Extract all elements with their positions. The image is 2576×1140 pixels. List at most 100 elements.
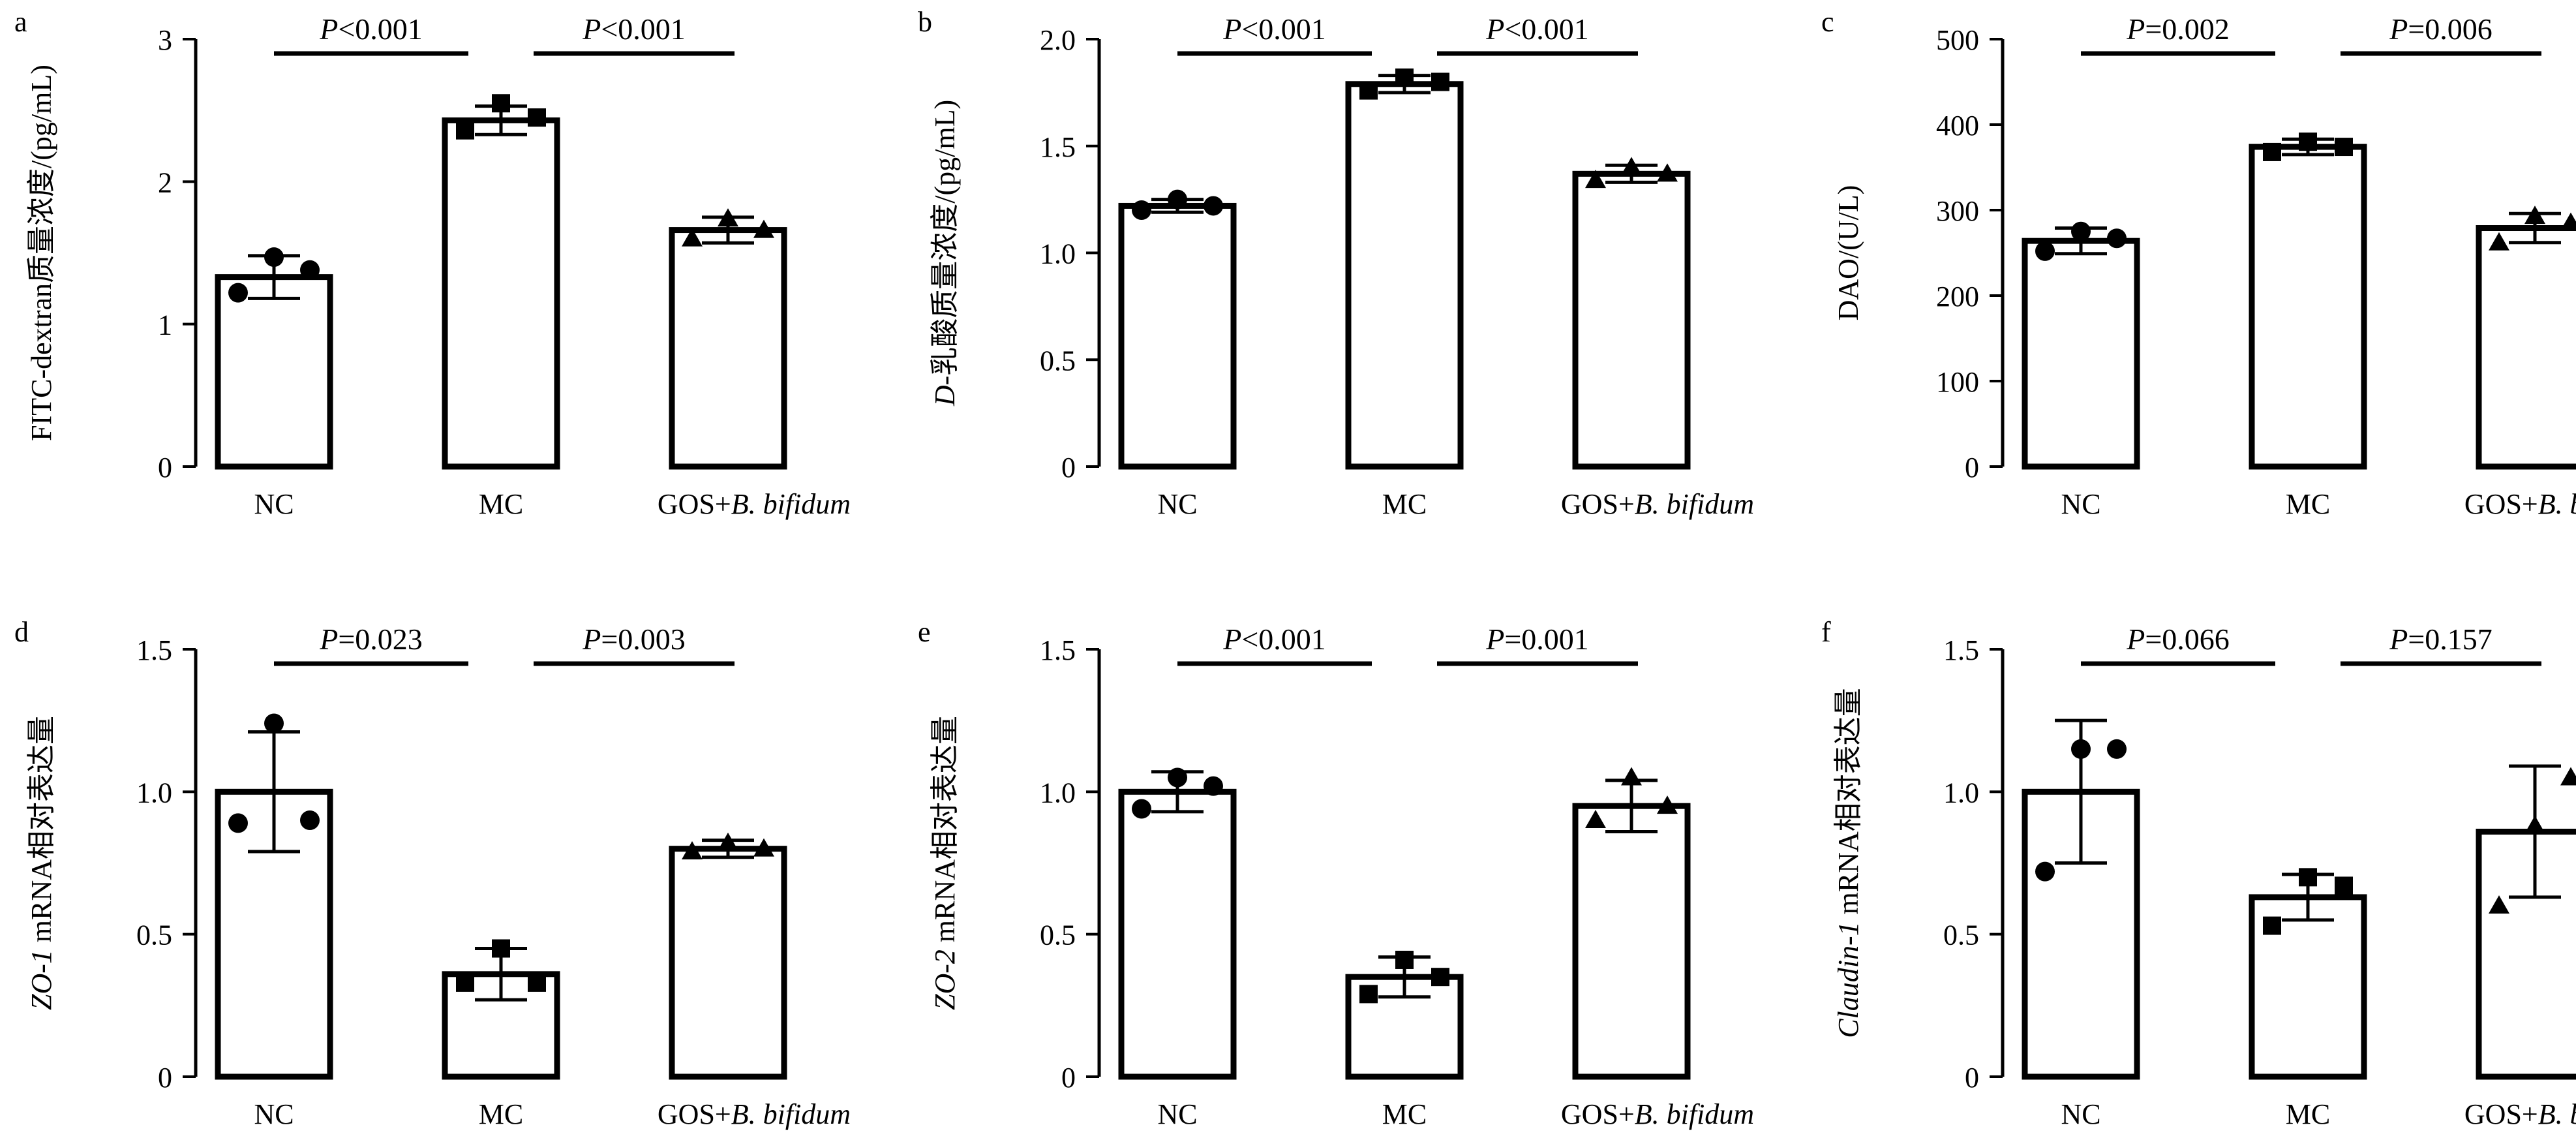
- bar: [1572, 170, 1691, 470]
- y-tick-label: 1.5: [1943, 634, 1979, 666]
- data-point: [753, 838, 774, 857]
- panel-c: c 0 100 200 300 400 500 DAO/(U/L) NC MC GOS+B. bif…: [1821, 6, 2576, 520]
- data-point: [1204, 196, 1223, 216]
- p-value-label: P=0.157: [2389, 623, 2493, 656]
- panel-label: c: [1821, 6, 1834, 38]
- x-tick-label: NC: [254, 1098, 294, 1130]
- data-point: [2524, 815, 2545, 834]
- data-point: [300, 810, 320, 830]
- data-point: [528, 108, 546, 127]
- y-tick-label: 1.5: [136, 634, 172, 666]
- data-point: [2489, 895, 2509, 914]
- p-value-label: P<0.001: [1222, 12, 1326, 46]
- panel-label: f: [1821, 616, 1831, 648]
- data-point: [1168, 767, 1187, 788]
- y-tick-label: 0: [1965, 1062, 1979, 1094]
- y-axis-label: D-乳酸质量浓度/(pg/mL): [929, 100, 961, 407]
- data-point: [2560, 212, 2576, 231]
- y-tick-label: 1: [158, 309, 172, 341]
- data-point: [753, 219, 774, 238]
- bar: [1572, 803, 1691, 1080]
- data-point: [228, 283, 248, 303]
- data-point: [1132, 200, 1151, 220]
- x-tick-label: GOS+B. bifidum: [1561, 488, 1754, 520]
- y-tick-label: 100: [1936, 366, 1979, 398]
- data-point: [1431, 968, 1449, 987]
- data-point: [1395, 68, 1414, 87]
- data-point: [264, 713, 284, 733]
- data-point: [1132, 799, 1151, 819]
- panel-label: d: [14, 616, 29, 648]
- data-point: [1395, 950, 1414, 969]
- data-point: [264, 247, 284, 268]
- y-tick-label: 0: [1061, 1062, 1076, 1094]
- data-point: [1359, 81, 1378, 100]
- bar: [669, 846, 787, 1080]
- data-point: [2263, 916, 2281, 935]
- panel-e: e 0 0.5 1.0 1.5 ZO-2 mRNA相对表达量 NC MC GOS+B. bifi…: [918, 616, 1754, 1130]
- data-point: [2489, 232, 2509, 251]
- x-tick-label: NC: [254, 488, 294, 520]
- data-point: [2071, 739, 2091, 759]
- y-tick-label: 300: [1936, 195, 1979, 227]
- y-tick-label: 200: [1936, 281, 1979, 313]
- y-tick-label: 1.5: [1040, 634, 1076, 666]
- y-tick-label: 0: [1965, 452, 1979, 484]
- y-tick-label: 1.0: [1040, 777, 1076, 809]
- y-tick-label: 1.0: [1943, 777, 1979, 809]
- p-value-label: P<0.001: [582, 12, 686, 46]
- y-tick-label: 0: [158, 1062, 172, 1094]
- data-point: [1585, 810, 1606, 828]
- x-tick-label: NC: [2061, 488, 2100, 520]
- bar: [669, 227, 787, 470]
- y-tick-label: 2: [158, 166, 172, 198]
- x-tick-label: MC: [479, 488, 523, 520]
- panel-a: a 0 1 2 3 FITC-dextran质量浓度/(pg/mL) NC MC GOS+B. …: [14, 6, 851, 520]
- p-value-label: P=0.066: [2126, 623, 2230, 656]
- y-tick-label: 2.0: [1040, 24, 1076, 56]
- bar: [1345, 81, 1464, 470]
- y-axis-label: ZO-2 mRNA相对表达量: [929, 716, 961, 1010]
- p-value-label: P<0.001: [319, 12, 423, 46]
- bar: [2022, 238, 2140, 470]
- panel-label: b: [918, 6, 932, 38]
- bar: [1118, 788, 1237, 1080]
- data-point: [1585, 170, 1606, 189]
- data-point: [682, 841, 703, 860]
- data-point: [2035, 861, 2055, 882]
- y-tick-label: 500: [1936, 24, 1979, 56]
- panel-d: d 0 0.5 1.0 1.5 ZO-1 mRNA相对表达量 NC MC GOS+B. bifi…: [14, 616, 851, 1130]
- p-value-label: P=0.001: [1485, 623, 1589, 656]
- data-point: [1657, 163, 1678, 182]
- data-point: [228, 813, 248, 833]
- data-point: [492, 94, 510, 113]
- bar: [2476, 225, 2576, 470]
- panel-label: a: [14, 6, 27, 38]
- y-tick-label: 0: [158, 452, 172, 484]
- x-tick-label: GOS+B. bifidum: [2464, 488, 2576, 520]
- x-tick-label: MC: [1382, 1098, 1427, 1130]
- panel-b: b 0 0.5 1.0 1.5 2.0 D-乳酸质量浓度/(pg/mL) NC MC GOS+B.…: [918, 6, 1754, 520]
- y-tick-label: 0.5: [1040, 919, 1076, 951]
- data-point: [456, 973, 474, 992]
- data-point: [2299, 868, 2317, 887]
- data-point: [1657, 795, 1678, 814]
- y-tick-label: 3: [158, 24, 172, 56]
- data-point: [1431, 72, 1449, 91]
- data-point: [1168, 189, 1187, 209]
- p-value-label: P=0.002: [2126, 12, 2230, 46]
- p-value-label: P=0.006: [2389, 12, 2493, 46]
- x-tick-label: GOS+B. bifidum: [1561, 1098, 1754, 1130]
- data-point: [492, 939, 510, 958]
- y-tick-label: 400: [1936, 110, 1979, 142]
- p-value-label: P=0.023: [319, 623, 423, 656]
- p-value-label: P<0.001: [1222, 623, 1326, 656]
- x-tick-label: NC: [2061, 1098, 2100, 1130]
- data-point: [300, 260, 320, 280]
- p-value-label: P<0.001: [1485, 12, 1589, 46]
- x-tick-label: GOS+B. bifidum: [658, 488, 851, 520]
- y-tick-label: 0: [1061, 452, 1076, 484]
- y-tick-label: 1.5: [1040, 131, 1076, 163]
- y-tick-label: 0.5: [1040, 345, 1076, 377]
- bar: [215, 274, 333, 470]
